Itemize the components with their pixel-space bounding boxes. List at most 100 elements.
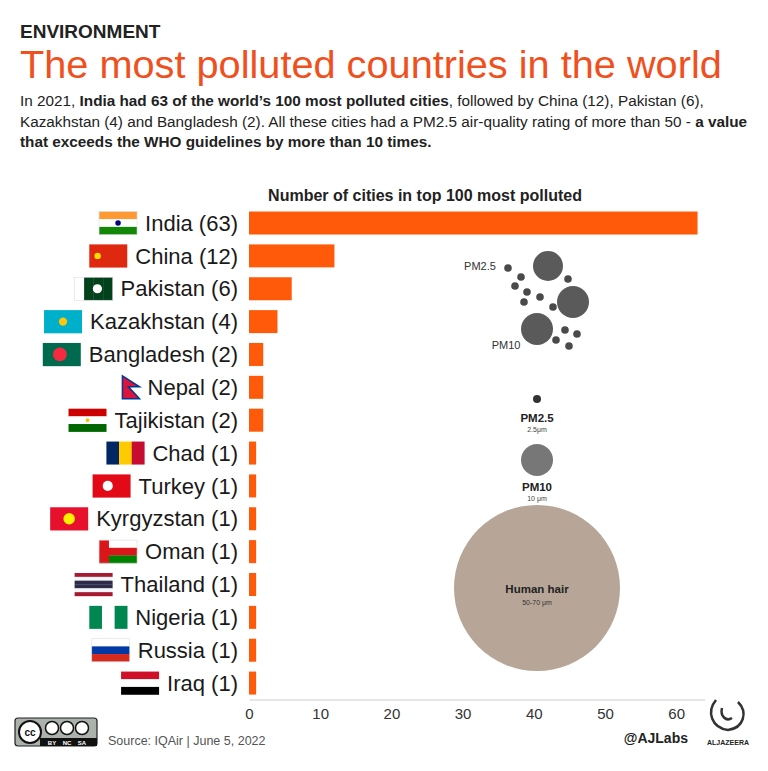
tick: 10 bbox=[312, 700, 329, 723]
particle bbox=[564, 275, 572, 283]
flag bbox=[99, 212, 137, 235]
category-label: Kazakhstan (4) bbox=[90, 309, 238, 334]
particle bbox=[517, 273, 525, 281]
particle bbox=[511, 282, 519, 290]
category-label: Kyrgyzstan (1) bbox=[96, 506, 238, 531]
annotation: SA bbox=[78, 740, 87, 746]
subtitle-part: India had 63 of the world’s 100 most pol… bbox=[80, 92, 449, 109]
category-label: Turkey (1) bbox=[139, 474, 238, 499]
flag bbox=[53, 348, 67, 362]
tick: 60 bbox=[668, 700, 685, 723]
subtitle-part: In 2021, bbox=[20, 92, 80, 109]
annotation: ALJAZEERA bbox=[707, 739, 749, 746]
tick-label: 30 bbox=[455, 705, 472, 722]
category-label: China (12) bbox=[135, 244, 238, 269]
annotation: 10 μm bbox=[527, 495, 547, 503]
category-label: Thailand (1) bbox=[121, 572, 238, 597]
flag bbox=[122, 376, 139, 399]
axis-line bbox=[250, 700, 706, 701]
particle bbox=[561, 326, 569, 334]
tick-label: 0 bbox=[245, 705, 253, 722]
flag bbox=[92, 639, 130, 647]
bar bbox=[249, 573, 256, 596]
annotation: PM2.5 bbox=[520, 412, 554, 424]
flag bbox=[84, 277, 94, 300]
bar bbox=[249, 376, 263, 399]
annotation: cc bbox=[24, 727, 36, 738]
flag bbox=[132, 442, 145, 465]
bar bbox=[249, 540, 256, 563]
annotation: BY bbox=[48, 740, 56, 746]
tick-label: 50 bbox=[597, 705, 614, 722]
bar bbox=[249, 442, 256, 465]
tick-label: 40 bbox=[526, 705, 543, 722]
flag bbox=[75, 277, 113, 300]
particle bbox=[521, 313, 553, 345]
tick: 30 bbox=[455, 700, 472, 723]
flag bbox=[103, 277, 113, 300]
bar bbox=[249, 672, 256, 695]
license-icon bbox=[76, 722, 89, 735]
annotations: ENVIRONMENTPM2.5PM10PM2.52.5μmPM1010 μmH… bbox=[20, 21, 749, 748]
annotation: PM10 bbox=[492, 339, 521, 351]
tick: 50 bbox=[597, 700, 614, 723]
flag bbox=[121, 672, 159, 680]
category-label: Nigeria (1) bbox=[135, 605, 238, 630]
particle bbox=[565, 342, 573, 350]
particle bbox=[552, 336, 560, 344]
category-label: Tajikistan (2) bbox=[115, 408, 238, 433]
bar bbox=[249, 409, 263, 432]
bar bbox=[249, 212, 698, 235]
flag bbox=[115, 606, 128, 629]
annotation: Source: IQAir | June 5, 2022 bbox=[108, 734, 266, 748]
bar bbox=[249, 343, 263, 366]
pm25-dot bbox=[533, 395, 541, 403]
category-label: Nepal (2) bbox=[148, 375, 238, 400]
flag bbox=[121, 687, 159, 695]
flag bbox=[75, 592, 113, 596]
pm10-dot bbox=[521, 444, 553, 476]
illustration bbox=[454, 251, 620, 671]
title: The most polluted countries in the world bbox=[20, 42, 722, 86]
bar bbox=[249, 310, 277, 333]
flag bbox=[89, 606, 102, 629]
bar bbox=[249, 474, 256, 497]
flag bbox=[94, 277, 104, 300]
background bbox=[0, 0, 768, 771]
category-label: Oman (1) bbox=[145, 539, 238, 564]
category-label: India (63) bbox=[145, 211, 238, 236]
flag bbox=[99, 540, 137, 563]
license-cc bbox=[19, 721, 41, 743]
flag bbox=[59, 317, 67, 325]
bars bbox=[249, 212, 698, 695]
license-badge bbox=[15, 718, 97, 746]
license-icon bbox=[61, 722, 74, 735]
flag bbox=[121, 679, 159, 687]
particle bbox=[523, 288, 531, 296]
tick-label: 20 bbox=[384, 705, 401, 722]
category-label: Russia (1) bbox=[138, 638, 238, 663]
particle bbox=[573, 330, 581, 338]
hair-circle bbox=[454, 505, 620, 671]
flag bbox=[92, 639, 130, 662]
particle bbox=[536, 293, 544, 301]
annotation: PM2.5 bbox=[464, 260, 496, 272]
bar bbox=[249, 507, 256, 530]
tick: 0 bbox=[245, 700, 253, 723]
category-label: Pakistan (6) bbox=[121, 276, 238, 301]
flag bbox=[75, 584, 113, 588]
bar bbox=[249, 606, 256, 629]
annotation: NC bbox=[63, 740, 72, 746]
annotation: PM10 bbox=[522, 481, 552, 493]
flag bbox=[93, 284, 102, 293]
category-label: Chad (1) bbox=[152, 441, 238, 466]
bar bbox=[249, 639, 256, 662]
flag bbox=[75, 581, 113, 585]
flag bbox=[99, 212, 137, 220]
flag bbox=[44, 310, 82, 333]
flag bbox=[75, 588, 113, 592]
flag bbox=[94, 253, 100, 259]
axis-title: Number of cities in top 100 most pollute… bbox=[268, 187, 582, 204]
license-icon bbox=[46, 722, 59, 735]
flag bbox=[69, 409, 107, 417]
